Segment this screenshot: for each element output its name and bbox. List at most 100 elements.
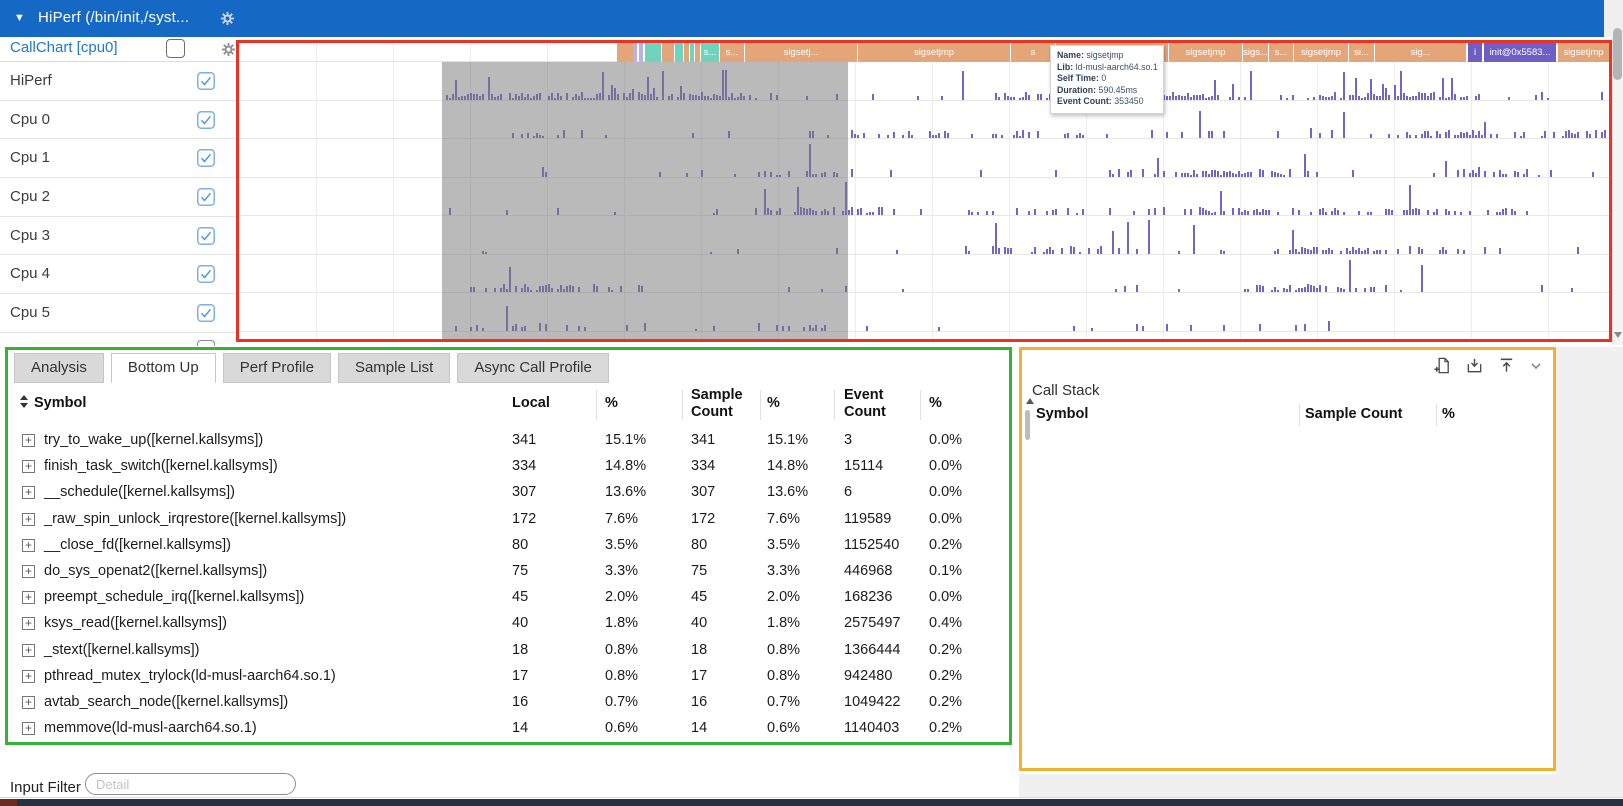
expand-icon[interactable]: + xyxy=(22,643,35,657)
flame-segment[interactable]: s... xyxy=(720,43,744,62)
flame-segment[interactable]: s... xyxy=(701,43,719,62)
table-row[interactable]: + preempt_schedule_irq([kernel.kallsyms])… xyxy=(8,585,1009,611)
table-row[interactable]: + do_sys_openat2([kernel.kallsyms]) 75 3.3%… xyxy=(8,559,1009,585)
flame-segment[interactable]: init@0x5583... xyxy=(1484,43,1556,62)
tab-analysis[interactable]: Analysis xyxy=(14,353,104,383)
expand-icon[interactable]: + xyxy=(22,591,35,605)
cpu-lane-checkbox[interactable] xyxy=(197,304,215,323)
flame-segment[interactable] xyxy=(617,43,633,62)
table-row[interactable]: + try_to_wake_up([kernel.kallsyms]) 341 15.… xyxy=(8,428,1009,454)
callchart-gear-icon[interactable] xyxy=(221,42,236,57)
tab-bottom-up[interactable]: Bottom Up xyxy=(110,353,216,383)
table-row[interactable]: + _stext([kernel.kallsyms]) 18 0.8% 18 0.8% 13… xyxy=(8,638,1009,664)
flame-segment[interactable]: s... xyxy=(1269,43,1293,62)
cpu-sample-lane[interactable] xyxy=(239,139,1609,178)
callchart-checkbox[interactable] xyxy=(166,39,185,58)
flame-segment[interactable] xyxy=(662,43,674,62)
expand-icon[interactable]: + xyxy=(22,486,35,500)
expand-down-icon[interactable] xyxy=(1465,356,1484,375)
collapse-top-icon[interactable] xyxy=(1497,356,1516,375)
column-header-symbol[interactable]: Symbol xyxy=(34,395,87,411)
tab-sample-list[interactable]: Sample List xyxy=(337,353,451,383)
chevron-down-icon[interactable] xyxy=(1529,359,1543,373)
value-cell: 40 xyxy=(691,615,708,632)
value-cell: 0.6% xyxy=(605,720,639,737)
expand-icon[interactable]: + xyxy=(22,460,35,474)
flame-segment[interactable]: sigsetj... xyxy=(745,43,857,62)
flame-segment[interactable]: s xyxy=(1011,43,1055,62)
value-cell: 18 xyxy=(512,641,529,658)
tab-perf-profile[interactable]: Perf Profile xyxy=(222,353,331,383)
flame-segment[interactable] xyxy=(684,43,689,62)
expand-icon[interactable]: + xyxy=(22,669,35,683)
expand-icon[interactable]: + xyxy=(22,564,35,578)
cpu-lane-checkbox[interactable] xyxy=(197,72,215,90)
new-page-icon[interactable] xyxy=(1433,356,1452,375)
flame-segment[interactable] xyxy=(675,43,683,62)
cpu-sample-lane[interactable] xyxy=(239,101,1609,139)
expand-icon[interactable]: + xyxy=(22,434,35,447)
column-header-sample-pct[interactable]: % xyxy=(767,395,780,411)
flame-segment[interactable]: i xyxy=(1468,43,1482,62)
cpu-lane-checkbox[interactable] xyxy=(197,188,215,207)
table-row[interactable]: + pthread_mutex_trylock(ld-musl-aarch64.s… xyxy=(8,664,1009,690)
flame-segment[interactable]: sigsetjmp xyxy=(1558,43,1609,62)
table-row[interactable]: + __schedule([kernel.kallsyms]) 307 13.6% 30… xyxy=(8,480,1009,506)
expand-icon[interactable]: + xyxy=(22,512,35,526)
flame-segment[interactable] xyxy=(633,43,637,62)
expand-icon[interactable]: + xyxy=(22,722,35,736)
scrollbar-down-arrow-icon[interactable] xyxy=(1614,332,1622,338)
flame-segment[interactable]: sigs... xyxy=(1243,43,1268,62)
sort-icon xyxy=(20,395,28,408)
expand-icon[interactable]: + xyxy=(22,695,35,709)
cpu-sample-lane[interactable] xyxy=(239,216,1609,255)
settings-gear-icon[interactable] xyxy=(220,11,235,26)
value-cell: 75 xyxy=(691,562,708,579)
table-row[interactable]: + memmove(ld-musl-aarch64.so.1) 14 0.6% 14 0.… xyxy=(8,716,1009,742)
table-row[interactable]: + __close_fd([kernel.kallsyms]) 80 3.5% 80 3.… xyxy=(8,533,1009,559)
flame-segment[interactable]: sigsetjmp xyxy=(1169,43,1242,62)
flame-segment[interactable] xyxy=(695,43,700,62)
timeline-chart[interactable]: s... s... sigsetj... sigsetjmp s sigsetjmp sig… xyxy=(236,40,1612,342)
collapse-caret-icon[interactable]: ▼ xyxy=(14,12,25,24)
flame-segment[interactable] xyxy=(639,43,643,62)
tooltip-line: Duration: 590.45ms xyxy=(1057,84,1138,95)
table-row[interactable]: + _raw_spin_unlock_irqrestore([kernel.kal… xyxy=(8,507,1009,533)
value-cell: 13.6% xyxy=(767,484,809,501)
cpu-sample-lane[interactable] xyxy=(239,255,1609,293)
table-row[interactable]: + ksys_read([kernel.kallsyms]) 40 1.8% 40 1.8… xyxy=(8,611,1009,637)
table-row[interactable]: + finish_task_switch([kernel.kallsyms]) 33… xyxy=(8,454,1009,480)
cpu-sample-lane[interactable] xyxy=(239,178,1609,216)
filter-input[interactable] xyxy=(85,773,296,795)
flame-segment[interactable]: sig... xyxy=(1375,43,1466,62)
cs-scroll-up-arrow-icon[interactable] xyxy=(1026,398,1034,404)
flame-segment[interactable]: sigsetjmp xyxy=(858,43,1010,62)
value-cell: 3.5% xyxy=(767,536,801,553)
cpu-lane-checkbox[interactable] xyxy=(197,149,215,168)
flame-segment[interactable]: si... xyxy=(1349,43,1374,62)
flame-segment[interactable] xyxy=(690,43,694,62)
table-row[interactable]: + avtab_search_node([kernel.kallsyms]) 16 0… xyxy=(8,690,1009,716)
cpu-lane-checkbox[interactable] xyxy=(197,265,215,284)
tab-async-call-profile[interactable]: Async Call Profile xyxy=(457,353,609,383)
column-header-local[interactable]: Local xyxy=(512,395,550,411)
cpu-sample-lane[interactable] xyxy=(239,293,1609,332)
value-cell: 16 xyxy=(512,693,529,710)
column-header-event-count[interactable]: Event Count xyxy=(844,387,886,420)
column-header-sample-count[interactable]: Sample Count xyxy=(691,387,743,420)
column-header-event-pct[interactable]: % xyxy=(929,395,942,411)
cs-scrollbar-thumb[interactable] xyxy=(1025,410,1030,440)
selection-overlay[interactable] xyxy=(442,62,848,339)
column-header-local-pct[interactable]: % xyxy=(605,395,618,411)
cpu-lane-checkbox[interactable] xyxy=(197,226,215,245)
expand-icon[interactable]: + xyxy=(22,617,35,631)
cpu-lane-row: Cpu 4 xyxy=(0,255,236,295)
vertical-scrollbar-thumb[interactable] xyxy=(1613,28,1622,80)
callchart-label[interactable]: CallChart [cpu0] xyxy=(10,39,118,56)
tooltip-line: Event Count: 353450 xyxy=(1057,96,1144,106)
expand-icon[interactable]: + xyxy=(22,538,35,552)
flame-segment[interactable]: sigsetjmp xyxy=(1294,43,1348,62)
call-stack-toolbar xyxy=(1433,356,1543,375)
flame-segment[interactable] xyxy=(645,43,661,62)
cpu-lane-checkbox[interactable] xyxy=(197,110,215,129)
